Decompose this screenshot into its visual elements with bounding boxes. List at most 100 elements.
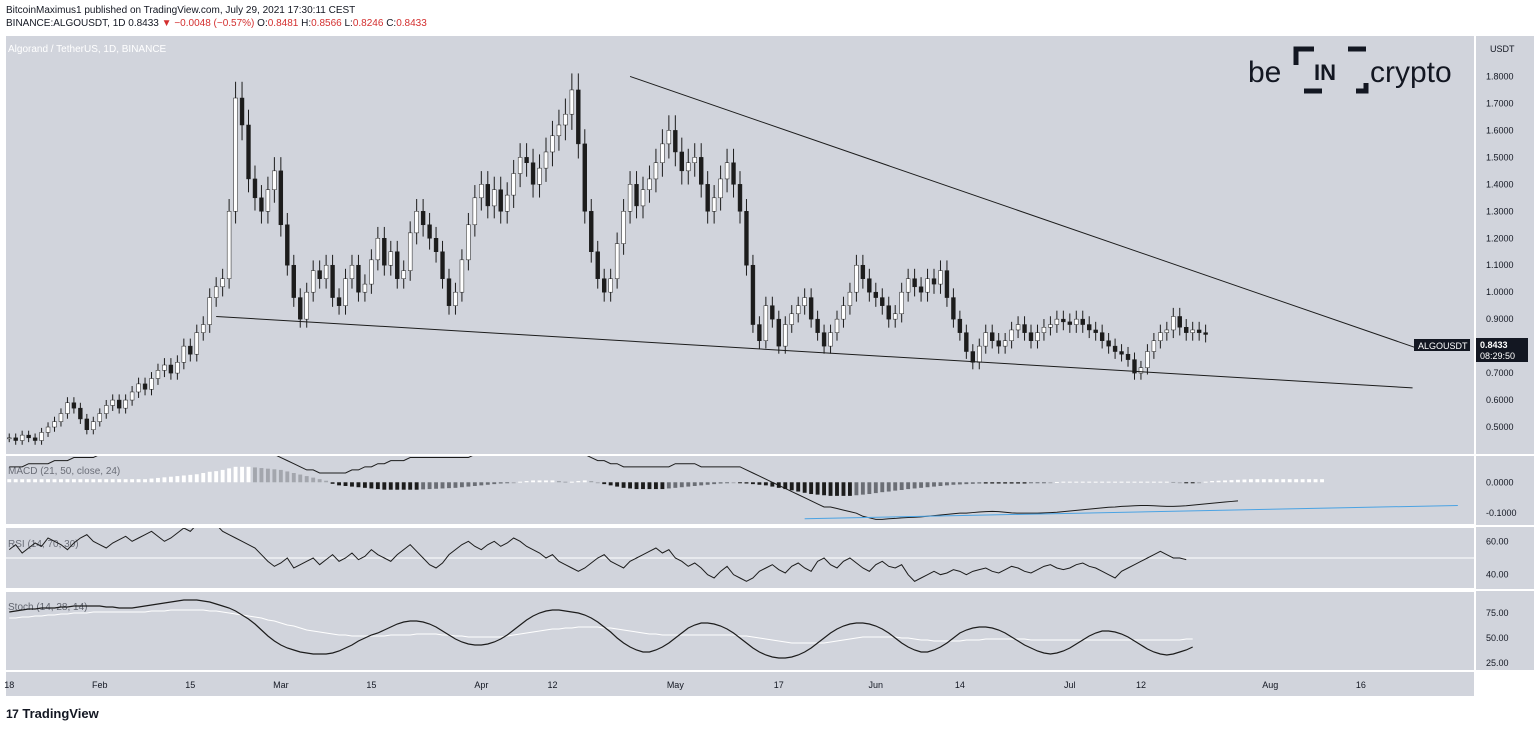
- time-tick: 16: [1356, 680, 1366, 690]
- high-label: H:: [301, 18, 312, 29]
- candle-body: [168, 364, 174, 374]
- macd-bar: [789, 482, 794, 491]
- time-tick: Feb: [92, 680, 108, 690]
- macd-bar: [1106, 481, 1111, 483]
- macd-bar: [311, 477, 316, 483]
- macd-bar: [1074, 481, 1079, 483]
- macd-bar: [641, 482, 645, 490]
- candle-body: [1080, 318, 1085, 325]
- candle-body: [724, 162, 730, 180]
- candle-body: [252, 178, 258, 199]
- logo-in: IN: [1314, 60, 1336, 85]
- candle-body: [58, 413, 64, 422]
- tradingview-logo-icon: 17: [6, 706, 19, 721]
- time-axis[interactable]: [6, 672, 1474, 696]
- price-tick: 1.0000: [1486, 287, 1514, 297]
- candle-body: [1119, 351, 1124, 355]
- macd-bar: [582, 480, 587, 483]
- macd-bar: [660, 482, 665, 490]
- candle-body: [39, 432, 44, 441]
- macd-bar: [738, 482, 742, 484]
- publisher-line: BitcoinMaximus1 published on TradingView…: [6, 5, 355, 16]
- candle-body: [556, 124, 562, 137]
- low-value: 0.8246: [352, 18, 384, 29]
- candle-body: [854, 264, 859, 293]
- macd-bar: [996, 482, 1001, 484]
- macd-bar: [867, 482, 872, 495]
- chart-area[interactable]: 0.50000.60000.70000.80000.90001.00001.10…: [0, 36, 1536, 707]
- candle-body: [705, 184, 710, 212]
- candle-body: [433, 238, 439, 252]
- candle-body: [84, 418, 90, 430]
- candle-body: [498, 189, 503, 212]
- candle-body: [330, 264, 335, 298]
- price-tick: 1.6000: [1486, 125, 1514, 135]
- last-price-tag: ALGOUSDT 0.8433 08:29:50: [1414, 338, 1528, 362]
- macd-bar: [744, 482, 749, 484]
- tradingview-footer[interactable]: 17 TradingView: [6, 706, 99, 721]
- price-tag: 0.8433: [1480, 340, 1508, 350]
- macd-bar: [168, 476, 173, 483]
- beincrypto-logo: be IN crypto: [1248, 46, 1452, 94]
- macd-bar: [52, 479, 57, 483]
- macd-bar: [459, 482, 464, 488]
- candle-body: [1177, 316, 1182, 328]
- macd-bar: [298, 474, 303, 483]
- candle-body: [1074, 318, 1079, 325]
- price-pane[interactable]: [6, 36, 1474, 454]
- macd-bar: [518, 481, 523, 483]
- macd-bar: [1003, 482, 1008, 484]
- stoch-pane[interactable]: [6, 592, 1474, 670]
- macd-bar: [253, 467, 257, 483]
- candle-body: [944, 270, 950, 298]
- candle-body: [990, 332, 995, 341]
- macd-bar: [453, 482, 458, 488]
- price-tick: 1.7000: [1486, 98, 1514, 108]
- macd-bar: [13, 479, 18, 483]
- macd-bar: [375, 482, 380, 490]
- candle-body: [362, 283, 368, 293]
- stoch-title: Stoch (14, 28, 14): [8, 602, 88, 613]
- candle-body: [472, 197, 478, 226]
- macd-bar: [757, 482, 762, 485]
- macd-bar: [1151, 481, 1156, 483]
- candle-body: [136, 383, 141, 393]
- candle-body: [78, 407, 83, 420]
- macd-bar: [815, 482, 820, 495]
- candle-body: [1054, 318, 1060, 325]
- candle-body: [310, 270, 316, 293]
- macd-bar: [556, 481, 561, 483]
- macd-tick: -0.1000: [1486, 508, 1517, 518]
- rsi-line: [8, 528, 1187, 582]
- macd-bar: [39, 479, 44, 483]
- candle-body: [1061, 318, 1066, 323]
- macd-bar: [712, 482, 717, 485]
- macd-bar: [524, 481, 529, 483]
- macd-bar: [505, 482, 510, 484]
- time-tick: 14: [955, 680, 965, 690]
- candle-body: [679, 151, 684, 172]
- candle-body: [1041, 327, 1047, 333]
- macd-bar: [576, 481, 581, 483]
- down-arrow-icon: ▼: [161, 18, 172, 29]
- macd-bar: [951, 482, 956, 485]
- resistance-trendline: [629, 75, 1420, 350]
- macd-bar: [104, 479, 109, 483]
- macd-pane[interactable]: [6, 456, 1474, 524]
- candle-body: [446, 278, 452, 306]
- candle-body: [420, 211, 426, 226]
- macd-bar: [1035, 482, 1040, 484]
- macd-bar: [847, 482, 852, 496]
- macd-bar: [65, 479, 70, 483]
- stoch-k-line: [9, 599, 1193, 659]
- macd-bar: [1171, 481, 1176, 483]
- candle-body: [737, 184, 743, 212]
- macd-bar: [207, 471, 212, 483]
- candle-body: [1132, 359, 1137, 374]
- candle-body: [291, 264, 296, 298]
- chart-svg[interactable]: 0.50000.60000.70000.80000.90001.00001.10…: [0, 36, 1536, 702]
- candle-body: [479, 184, 484, 199]
- candle-body: [537, 167, 542, 185]
- macd-bar: [511, 482, 516, 484]
- candle-body: [983, 332, 988, 347]
